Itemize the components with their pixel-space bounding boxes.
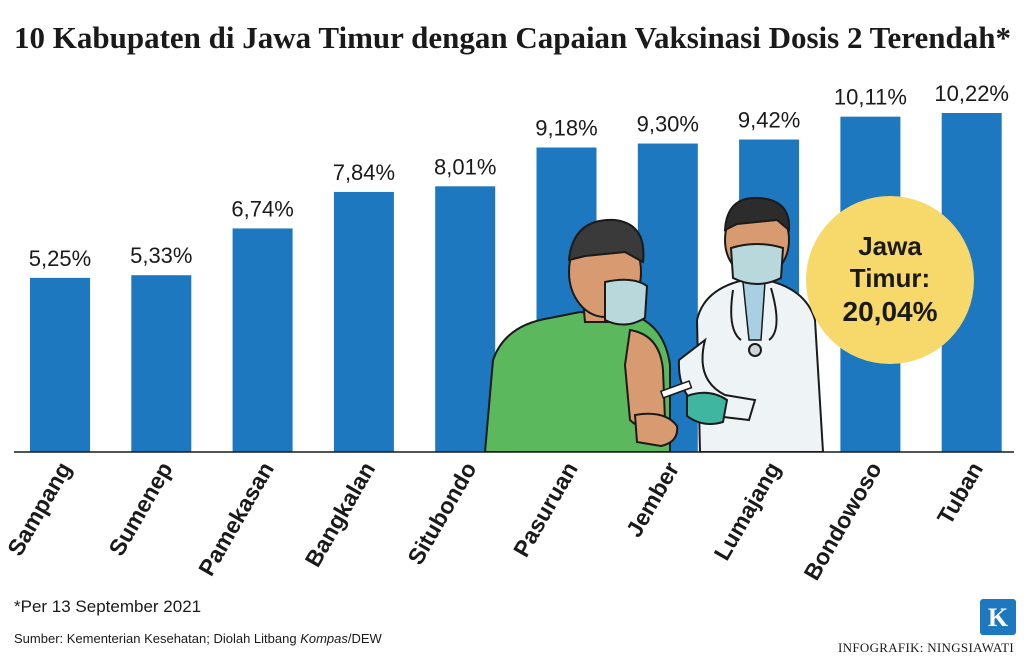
bar-bangkalan [333,191,394,453]
value-label: 5,25% [29,246,91,271]
bar-sumenep [131,275,192,452]
bar-situbondo [435,186,496,452]
category-label: Situbondo [402,458,481,569]
highlight-label-line2: Timur: [849,263,931,293]
source-italic: Kompas [300,631,348,646]
value-label: 7,84% [333,160,395,185]
bar-pamekasan [232,228,293,452]
value-label: 9,18% [535,115,597,140]
source-suffix: /DEW [347,631,382,646]
value-label: 8,01% [434,154,496,179]
kompas-logo-icon: K [980,599,1016,635]
category-label: Bondowoso [798,458,886,585]
chart-title: 10 Kabupaten di Jawa Timur dengan Capaia… [14,20,1011,55]
value-label: 5,33% [130,243,192,268]
highlight-label-line1: Jawa [858,231,922,261]
value-label: 9,42% [738,108,800,133]
value-label: 10,11% [834,85,907,110]
credit-line: INFOGRAFIK: NINGSIAWATI [838,640,1014,655]
value-label: 6,74% [231,196,293,221]
value-label: 9,30% [637,112,699,137]
category-label: Bangkalan [300,458,381,572]
source-note: Sumber: Kementerian Kesehatan; Diolah Li… [14,631,382,646]
category-label: Tuban [932,457,988,528]
category-label: Pamekasan [193,458,279,581]
highlight-value: 20,04% [842,296,938,327]
vaccination-illustration-icon [483,196,825,452]
category-label: Sumenep [103,458,177,561]
source-prefix: Sumber: Kementerian Kesehatan; Diolah Li… [14,631,301,646]
footnote: *Per 13 September 2021 [14,597,202,616]
category-label: Sampang [2,458,76,561]
category-label: Pasuruan [508,458,583,562]
category-label: Jember [621,457,684,541]
jawa-timur-highlight-badge: Jawa Timur: 20,04% [806,196,974,364]
value-label: 10,22% [934,81,1009,106]
bar-sampang [30,277,90,452]
category-label: Lumajang [709,458,786,565]
logo-letter: K [988,603,1009,632]
